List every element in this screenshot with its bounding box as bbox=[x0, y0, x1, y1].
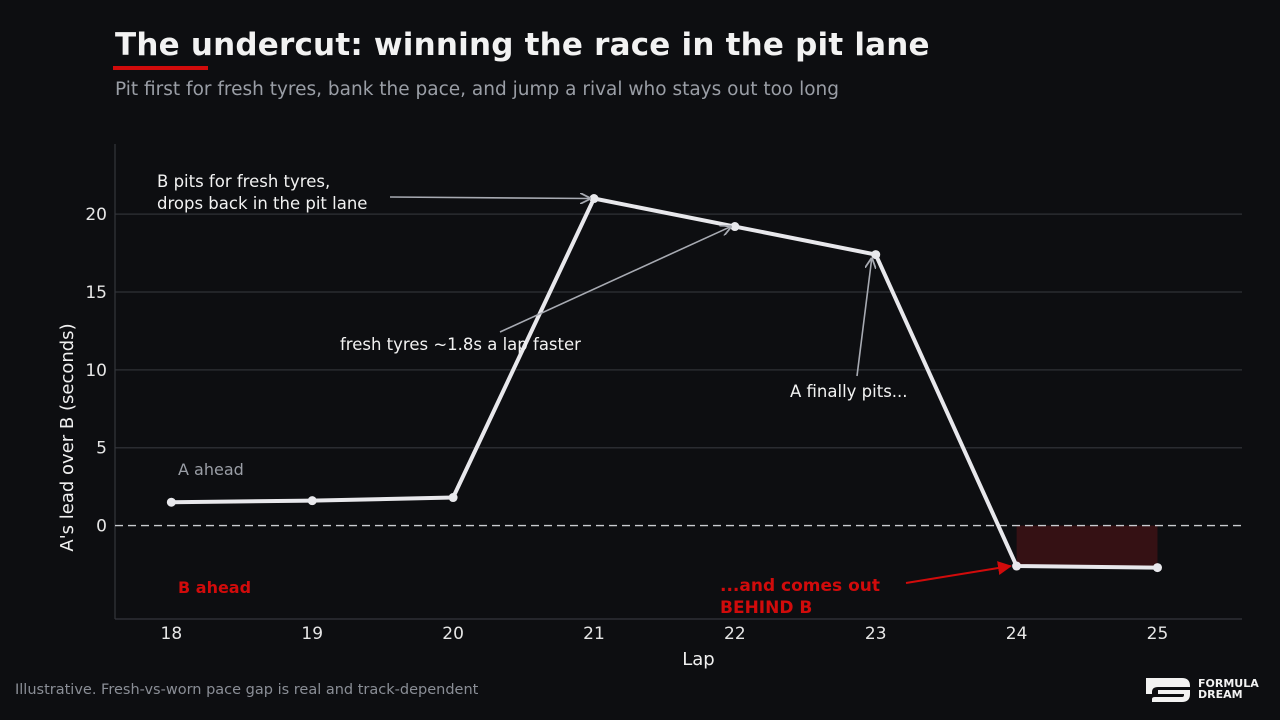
annotation-arrow-fresh-tyres bbox=[499, 227, 731, 333]
annotation-arrow-a-pits bbox=[856, 259, 872, 377]
annotation-text-a-pits-0: A finally pits... bbox=[790, 382, 908, 401]
y-tick-label-15: 15 bbox=[85, 283, 107, 303]
data-point-lap-20 bbox=[448, 493, 458, 503]
annotation-arrow-comes-out bbox=[905, 561, 1012, 584]
zone-label-b-ahead: B ahead bbox=[178, 578, 251, 597]
annotation-text-b-pits-1: drops back in the pit lane bbox=[157, 194, 367, 213]
y-tick-label-0: 0 bbox=[96, 517, 107, 537]
data-point-lap-22 bbox=[730, 222, 740, 232]
x-tick-label-24: 24 bbox=[1006, 624, 1028, 644]
page-title: The undercut: winning the race in the pi… bbox=[115, 27, 930, 63]
y-tick-label-10: 10 bbox=[85, 361, 107, 381]
annotation-text-comes-out-1: BEHIND B bbox=[720, 598, 812, 618]
annotation-text-comes-out-0: ...and comes out bbox=[720, 576, 880, 596]
y-axis-label: A's lead over B (seconds) bbox=[57, 323, 78, 551]
logo-line2: DREAM bbox=[1198, 688, 1243, 701]
x-axis-label: Lap bbox=[682, 649, 714, 670]
annotation-text-fresh-tyres-0: fresh tyres ~1.8s a lap faster bbox=[340, 335, 581, 354]
y-tick-label-5: 5 bbox=[96, 439, 107, 459]
behind-region-shade bbox=[1016, 525, 1158, 568]
x-tick-label-21: 21 bbox=[583, 624, 605, 644]
title-accent-bar bbox=[113, 66, 208, 70]
data-point-lap-23 bbox=[871, 250, 881, 260]
x-tick-label-22: 22 bbox=[724, 624, 746, 644]
formula-dream-logo-mark bbox=[1146, 678, 1190, 702]
x-tick-label-25: 25 bbox=[1147, 624, 1169, 644]
annotation-arrow-b-pits bbox=[389, 197, 590, 199]
x-tick-label-18: 18 bbox=[161, 624, 183, 644]
formula-dream-logo: FORMULA DREAM bbox=[1144, 675, 1269, 705]
x-tick-label-23: 23 bbox=[865, 624, 887, 644]
page-subtitle: Pit first for fresh tyres, bank the pace… bbox=[115, 79, 840, 100]
data-point-lap-18 bbox=[166, 497, 176, 507]
data-point-lap-24 bbox=[1012, 561, 1022, 571]
y-tick-label-20: 20 bbox=[85, 205, 107, 225]
data-point-lap-21 bbox=[589, 194, 599, 204]
footer-note: Illustrative. Fresh-vs-worn pace gap is … bbox=[15, 682, 479, 698]
x-tick-label-20: 20 bbox=[442, 624, 464, 644]
lead-series-line bbox=[169, 196, 1160, 570]
x-tick-label-19: 19 bbox=[301, 624, 323, 644]
annotation-text-b-pits-0: B pits for fresh tyres, bbox=[157, 172, 330, 191]
zone-label-a-ahead: A ahead bbox=[178, 460, 244, 479]
data-point-lap-25 bbox=[1152, 563, 1162, 573]
logo-line1: FORMULA bbox=[1198, 677, 1259, 690]
data-point-lap-19 bbox=[307, 496, 317, 506]
